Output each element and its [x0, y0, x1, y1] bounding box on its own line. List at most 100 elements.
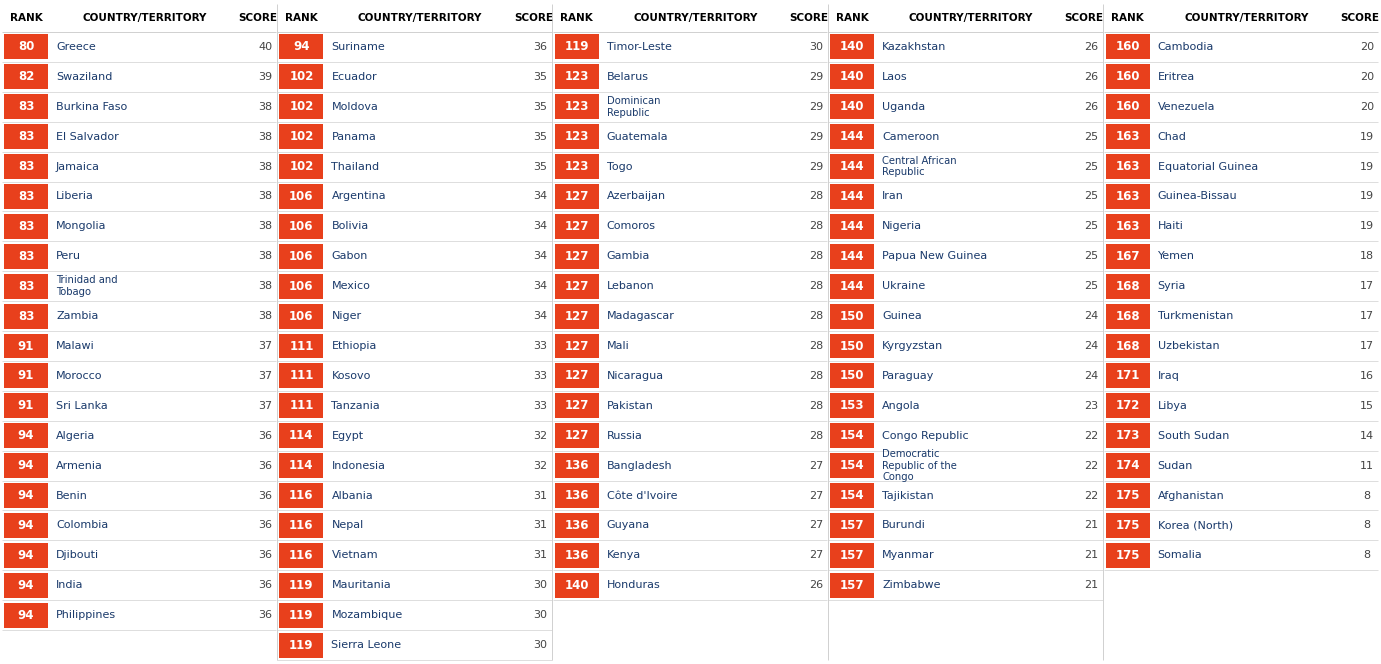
Text: Korea (North): Korea (North): [1157, 521, 1233, 531]
Text: Cambodia: Cambodia: [1157, 42, 1214, 52]
Text: Chad: Chad: [1157, 131, 1186, 141]
Text: 28: 28: [809, 191, 823, 201]
Text: 111: 111: [289, 369, 313, 382]
Text: Liberia: Liberia: [57, 191, 94, 201]
Bar: [279, 483, 323, 508]
Text: 91: 91: [18, 339, 35, 353]
Text: 94: 94: [18, 429, 35, 442]
Bar: [555, 363, 599, 388]
Bar: [279, 573, 323, 598]
Text: COUNTRY/TERRITORY: COUNTRY/TERRITORY: [634, 13, 758, 23]
Text: 150: 150: [840, 369, 865, 382]
Text: Togo: Togo: [606, 161, 632, 171]
Bar: [4, 573, 48, 598]
Text: 14: 14: [1360, 431, 1374, 441]
Text: RANK: RANK: [836, 13, 869, 23]
Bar: [279, 393, 323, 418]
Text: 154: 154: [840, 429, 865, 442]
Text: Zimbabwe: Zimbabwe: [882, 580, 940, 590]
Text: Kenya: Kenya: [606, 550, 641, 560]
Bar: [4, 333, 48, 359]
Bar: [555, 64, 599, 90]
Text: 27: 27: [809, 521, 823, 531]
Text: COUNTRY/TERRITORY: COUNTRY/TERRITORY: [1184, 13, 1308, 23]
Bar: [4, 64, 48, 90]
Text: Pakistan: Pakistan: [606, 401, 653, 411]
Text: 37: 37: [258, 371, 272, 381]
Text: 175: 175: [1116, 549, 1139, 562]
Text: 140: 140: [565, 579, 590, 592]
Bar: [1106, 453, 1149, 478]
Text: 22: 22: [1084, 461, 1099, 471]
Bar: [279, 633, 323, 657]
Bar: [1106, 124, 1149, 149]
Text: 20: 20: [1360, 102, 1374, 112]
Text: Guinea: Guinea: [882, 311, 923, 321]
Bar: [279, 274, 323, 299]
Bar: [555, 214, 599, 239]
Text: Afghanistan: Afghanistan: [1157, 491, 1225, 501]
Text: 19: 19: [1360, 161, 1374, 171]
Text: 38: 38: [258, 251, 272, 262]
Text: 22: 22: [1084, 491, 1099, 501]
Text: Bangladesh: Bangladesh: [606, 461, 673, 471]
Text: 28: 28: [809, 311, 823, 321]
Bar: [4, 393, 48, 418]
Text: 160: 160: [1116, 100, 1139, 114]
Bar: [830, 333, 874, 359]
Text: Russia: Russia: [606, 431, 642, 441]
Text: 83: 83: [18, 130, 35, 143]
Text: Democratic
Republic of the
Congo: Democratic Republic of the Congo: [882, 449, 957, 482]
Text: 29: 29: [809, 161, 823, 171]
Text: COUNTRY/TERRITORY: COUNTRY/TERRITORY: [909, 13, 1033, 23]
Text: 174: 174: [1116, 459, 1139, 472]
Text: 136: 136: [565, 459, 590, 472]
Text: 111: 111: [289, 399, 313, 412]
Text: Nepal: Nepal: [331, 521, 363, 531]
Text: Kosovo: Kosovo: [331, 371, 370, 381]
Text: 20: 20: [1360, 42, 1374, 52]
Text: SCORE: SCORE: [1340, 13, 1380, 23]
Text: Papua New Guinea: Papua New Guinea: [882, 251, 987, 262]
Text: 33: 33: [533, 341, 548, 351]
Text: 83: 83: [18, 220, 35, 233]
Text: Mali: Mali: [606, 341, 630, 351]
Text: 154: 154: [840, 489, 865, 502]
Bar: [279, 94, 323, 120]
Text: 28: 28: [809, 371, 823, 381]
Text: 119: 119: [289, 579, 313, 592]
Text: Somalia: Somalia: [1157, 550, 1203, 560]
Text: Benin: Benin: [57, 491, 88, 501]
Bar: [830, 363, 874, 388]
Text: 150: 150: [840, 309, 865, 323]
Bar: [279, 244, 323, 269]
Text: Gambia: Gambia: [606, 251, 650, 262]
Text: Côte d'Ivoire: Côte d'Ivoire: [606, 491, 677, 501]
Text: 144: 144: [840, 220, 865, 233]
Text: 157: 157: [840, 579, 865, 592]
Text: 163: 163: [1116, 130, 1139, 143]
Text: 30: 30: [533, 610, 548, 620]
Text: 25: 25: [1084, 191, 1098, 201]
Bar: [1106, 423, 1149, 448]
Text: Paraguay: Paraguay: [882, 371, 935, 381]
Bar: [1106, 64, 1149, 90]
Text: 27: 27: [809, 461, 823, 471]
Text: 123: 123: [565, 100, 590, 114]
Text: Sri Lanka: Sri Lanka: [57, 401, 108, 411]
Text: 23: 23: [1084, 401, 1098, 411]
Text: Belarus: Belarus: [606, 72, 649, 82]
Text: 123: 123: [565, 70, 590, 84]
Text: Syria: Syria: [1157, 281, 1186, 291]
Text: Ukraine: Ukraine: [882, 281, 925, 291]
Text: Haiti: Haiti: [1157, 221, 1184, 231]
Text: 163: 163: [1116, 220, 1139, 233]
Text: 106: 106: [289, 250, 313, 263]
Bar: [830, 543, 874, 568]
Text: 28: 28: [809, 251, 823, 262]
Text: 36: 36: [258, 431, 272, 441]
Text: Uganda: Uganda: [882, 102, 925, 112]
Text: Uzbekistan: Uzbekistan: [1157, 341, 1219, 351]
Text: 35: 35: [533, 72, 548, 82]
Text: Comoros: Comoros: [606, 221, 656, 231]
